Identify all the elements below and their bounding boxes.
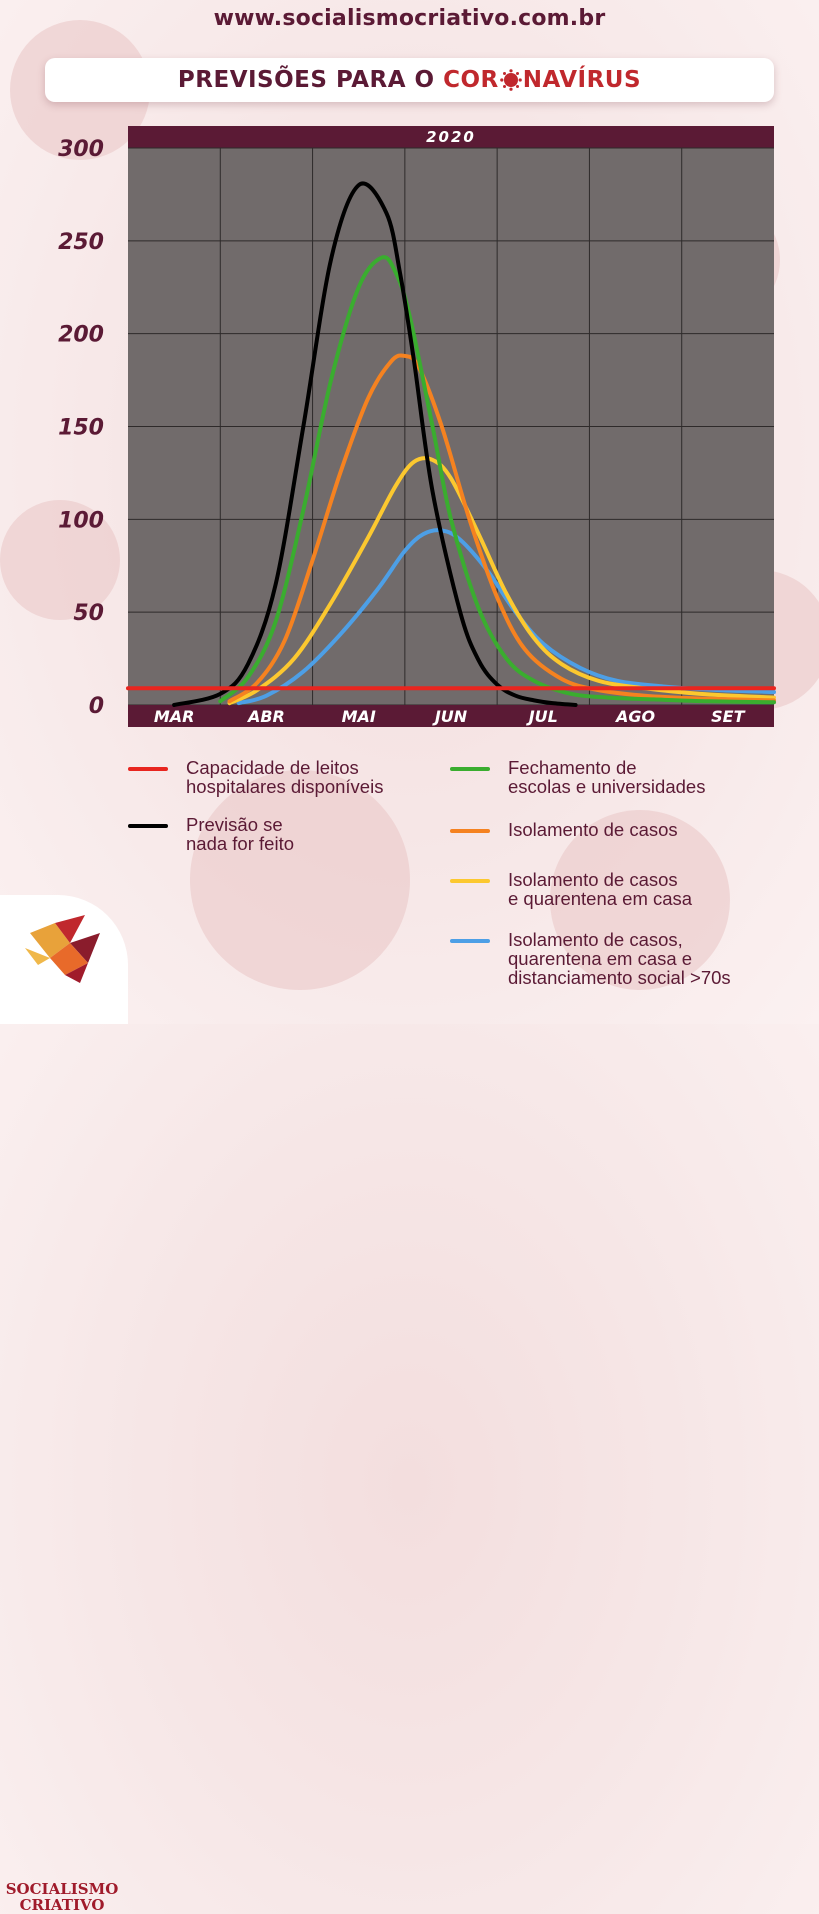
dove-logo-icon bbox=[25, 915, 100, 983]
x-tick-label: MAR bbox=[154, 707, 195, 726]
year-bar bbox=[128, 126, 774, 148]
title-part-2a: COR bbox=[443, 67, 499, 93]
y-tick-label: 300 bbox=[58, 137, 104, 162]
x-tick-label: SET bbox=[711, 707, 745, 726]
x-tick-label: ABR bbox=[246, 707, 285, 726]
site-url[interactable]: www.socialismocriativo.com.br bbox=[213, 6, 606, 31]
x-axis-ticks: MAR ABR MAI JUN JUL AGO SET bbox=[154, 707, 746, 726]
title-part-2b: NAVÍRUS bbox=[522, 67, 642, 93]
y-axis-ticks: 0 50 100 150 200 250 300 bbox=[58, 137, 104, 719]
y-tick-label: 50 bbox=[73, 601, 104, 626]
x-tick-label: JUL bbox=[526, 707, 558, 726]
y-tick-label: 100 bbox=[58, 508, 104, 533]
x-tick-label: MAI bbox=[342, 707, 376, 726]
brand-name: SOCIALISMO CRIATIVO bbox=[0, 1881, 124, 1913]
series-quarentena-line bbox=[227, 456, 776, 706]
y-tick-label: 150 bbox=[58, 416, 104, 441]
virus-icon bbox=[499, 69, 522, 91]
brand-line-2: CRIATIVO bbox=[19, 1896, 105, 1914]
y-tick-label: 0 bbox=[89, 694, 104, 719]
forecast-line-chart: 2020 0 50 100 150 200 250 300 MAR ABR MAI JUN JUL A… bbox=[58, 126, 776, 727]
month-bar bbox=[128, 705, 774, 727]
title-part-1: PREVISÕES PARA O bbox=[177, 67, 444, 93]
series-previsao-line bbox=[172, 181, 578, 707]
x-tick-label: AGO bbox=[614, 707, 656, 726]
x-tick-label: JUN bbox=[432, 707, 468, 726]
year-label: 2020 bbox=[426, 128, 476, 146]
series-fechamento-line bbox=[218, 255, 776, 705]
brand-line-1: SOCIALISMO bbox=[5, 1880, 119, 1898]
brand-logo-panel: SOCIALISMO CRIATIVO bbox=[0, 895, 128, 1913]
series-lines bbox=[126, 181, 776, 707]
y-tick-label: 250 bbox=[58, 230, 104, 255]
y-tick-label: 200 bbox=[58, 323, 104, 348]
chart-title: PREVISÕES PARA O COR NAVÍRUS bbox=[45, 58, 774, 102]
series-distanciamento-line bbox=[236, 528, 776, 706]
